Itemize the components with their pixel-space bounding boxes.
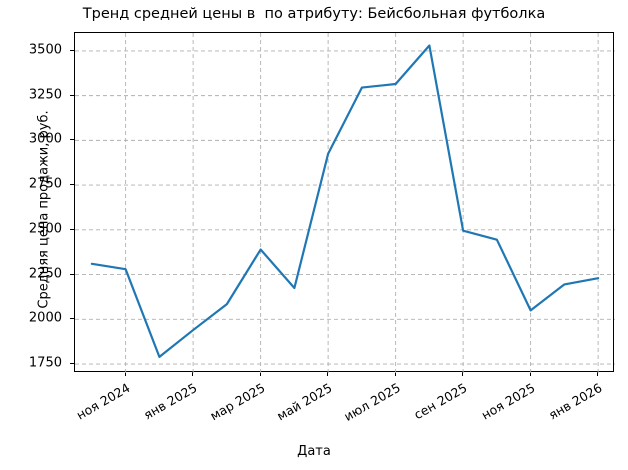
x-axis-tick-mark	[529, 372, 531, 376]
chart-title: Тренд средней цены в по атрибуту: Бейсбо…	[82, 6, 546, 22]
plot-area	[74, 32, 615, 373]
y-axis-tick-mark	[70, 139, 74, 141]
x-axis-label: Дата	[297, 444, 331, 459]
y-axis-tick-label: 3250	[28, 87, 62, 103]
x-axis-tick-label: мар 2025	[206, 380, 268, 424]
x-axis-tick-mark	[124, 372, 126, 376]
y-axis-tick-mark	[70, 318, 74, 320]
y-axis-tick-mark	[70, 363, 74, 365]
x-axis-tick-label: ноя 2024	[73, 380, 133, 423]
y-axis-tick-label: 3500	[28, 42, 62, 58]
y-axis-tick-mark	[70, 273, 74, 275]
grid-lines	[75, 33, 615, 373]
x-axis-tick-label: май 2025	[274, 380, 335, 424]
y-axis-tick-label: 1750	[28, 355, 62, 371]
x-axis-tick-mark	[259, 372, 261, 376]
x-axis-tick-label: янв 2026	[546, 380, 605, 423]
x-axis-tick-mark	[462, 372, 464, 376]
y-axis-tick-mark	[70, 49, 74, 51]
x-axis-tick-mark	[597, 372, 599, 376]
x-axis-tick-mark	[327, 372, 329, 376]
x-axis-tick-label: сен 2025	[411, 380, 470, 423]
y-axis-tick-label: 2750	[28, 176, 62, 192]
x-axis-tick-label: июл 2025	[340, 379, 403, 424]
y-axis-tick-label: 2000	[28, 310, 62, 326]
x-axis-tick-label: ноя 2025	[478, 380, 538, 423]
series-polyline	[90, 44, 600, 358]
x-axis-tick-mark	[394, 372, 396, 376]
y-axis-tick-mark	[70, 184, 74, 186]
y-axis-tick-label: 3000	[28, 131, 62, 147]
x-axis-tick-label: янв 2025	[141, 380, 200, 423]
x-axis-tick-mark	[192, 372, 194, 376]
y-axis-tick-label: 2250	[28, 266, 62, 282]
y-axis-tick-mark	[70, 228, 74, 230]
y-axis-tick-label: 2500	[28, 221, 62, 237]
y-axis-tick-mark	[70, 94, 74, 96]
price-trend-line	[90, 44, 600, 358]
y-axis-label: Средняя цена продажи, руб.	[36, 110, 52, 309]
